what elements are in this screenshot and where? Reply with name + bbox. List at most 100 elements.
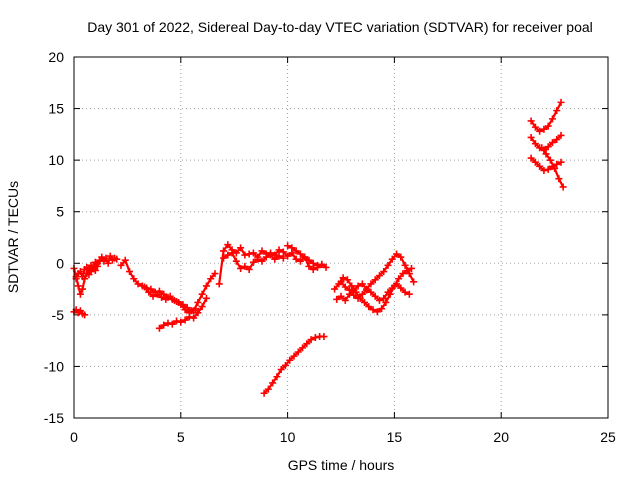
data-point bbox=[354, 294, 362, 302]
data-point bbox=[331, 285, 339, 293]
data-point bbox=[399, 270, 407, 278]
data-point bbox=[220, 247, 228, 255]
data-point bbox=[544, 143, 552, 151]
data-point bbox=[360, 298, 368, 306]
data-point bbox=[540, 125, 548, 133]
data-point bbox=[290, 352, 298, 360]
data-point bbox=[96, 257, 104, 265]
data-point bbox=[224, 251, 232, 259]
data-point bbox=[388, 255, 396, 263]
data-point bbox=[279, 254, 287, 262]
data-point bbox=[358, 290, 366, 298]
series-arc-9 bbox=[284, 242, 330, 271]
data-point bbox=[557, 98, 565, 106]
data-point bbox=[373, 308, 381, 316]
data-point bbox=[337, 292, 345, 300]
data-point bbox=[314, 261, 322, 269]
data-point bbox=[149, 292, 157, 300]
x-tick-label: 25 bbox=[600, 429, 616, 445]
data-point bbox=[371, 276, 379, 284]
data-point bbox=[531, 158, 539, 166]
data-point bbox=[380, 268, 388, 276]
data-point bbox=[393, 250, 401, 258]
y-tick-label: 10 bbox=[48, 152, 64, 168]
data-point bbox=[76, 290, 84, 298]
data-point bbox=[232, 257, 240, 265]
data-point bbox=[309, 259, 317, 267]
data-point bbox=[544, 165, 552, 173]
data-point bbox=[557, 131, 565, 139]
data-point bbox=[275, 252, 283, 260]
data-point bbox=[277, 366, 285, 374]
data-point bbox=[401, 288, 409, 296]
data-point bbox=[284, 252, 292, 260]
data-point bbox=[557, 158, 565, 166]
y-tick-label: 20 bbox=[48, 49, 64, 65]
data-point bbox=[85, 271, 93, 279]
data-point bbox=[245, 265, 253, 273]
data-point bbox=[296, 257, 304, 265]
data-point bbox=[292, 255, 300, 263]
data-point bbox=[309, 265, 317, 273]
data-point bbox=[113, 255, 121, 263]
data-point bbox=[202, 282, 210, 290]
y-tick-label: -10 bbox=[44, 358, 64, 374]
x-tick-label: 5 bbox=[177, 429, 185, 445]
y-tick-label: -15 bbox=[44, 410, 64, 426]
data-point bbox=[83, 263, 91, 271]
data-point bbox=[358, 280, 366, 288]
data-point bbox=[160, 321, 168, 329]
data-point bbox=[220, 254, 228, 262]
data-point bbox=[536, 162, 544, 170]
data-point bbox=[318, 260, 326, 268]
data-point bbox=[140, 283, 148, 291]
data-point bbox=[341, 283, 349, 291]
data-point bbox=[348, 282, 356, 290]
data-point bbox=[527, 117, 535, 125]
data-point bbox=[405, 290, 413, 298]
data-point bbox=[179, 301, 187, 309]
grid bbox=[74, 57, 608, 418]
series-arc-3 bbox=[72, 257, 104, 283]
data-point bbox=[249, 249, 257, 257]
data-point bbox=[258, 247, 266, 255]
data-point bbox=[544, 122, 552, 130]
data-point bbox=[346, 286, 354, 294]
data-point bbox=[388, 284, 396, 292]
data-point bbox=[158, 293, 166, 301]
data-point bbox=[241, 251, 249, 259]
data-point bbox=[281, 361, 289, 369]
data-point bbox=[397, 284, 405, 292]
data-point bbox=[555, 175, 563, 183]
data-point bbox=[228, 249, 236, 257]
data-point bbox=[384, 261, 392, 269]
series-arc-16 bbox=[527, 154, 565, 174]
series-arc-15 bbox=[527, 131, 565, 154]
data-point bbox=[320, 333, 328, 341]
data-point bbox=[166, 292, 174, 300]
data-point bbox=[380, 294, 388, 302]
data-point bbox=[121, 256, 129, 264]
data-point bbox=[382, 298, 390, 306]
data-point bbox=[207, 275, 215, 283]
data-point bbox=[367, 280, 375, 288]
data-point bbox=[559, 183, 567, 191]
data-point bbox=[192, 305, 200, 313]
data-point bbox=[81, 311, 89, 319]
data-point bbox=[378, 305, 386, 313]
data-point bbox=[98, 253, 106, 261]
data-point bbox=[365, 303, 373, 311]
data-point bbox=[527, 154, 535, 162]
data-point bbox=[269, 379, 277, 387]
series-arc-12 bbox=[333, 250, 418, 304]
data-point bbox=[194, 298, 202, 306]
y-axis-label: SDTVAR / TECUs bbox=[5, 181, 21, 293]
data-point bbox=[401, 261, 409, 269]
data-point bbox=[130, 275, 138, 283]
data-point bbox=[540, 166, 548, 174]
data-point bbox=[237, 244, 245, 252]
data-point bbox=[168, 320, 176, 328]
data-point bbox=[271, 255, 279, 263]
data-point bbox=[341, 296, 349, 304]
series-arc-6 bbox=[155, 294, 210, 332]
